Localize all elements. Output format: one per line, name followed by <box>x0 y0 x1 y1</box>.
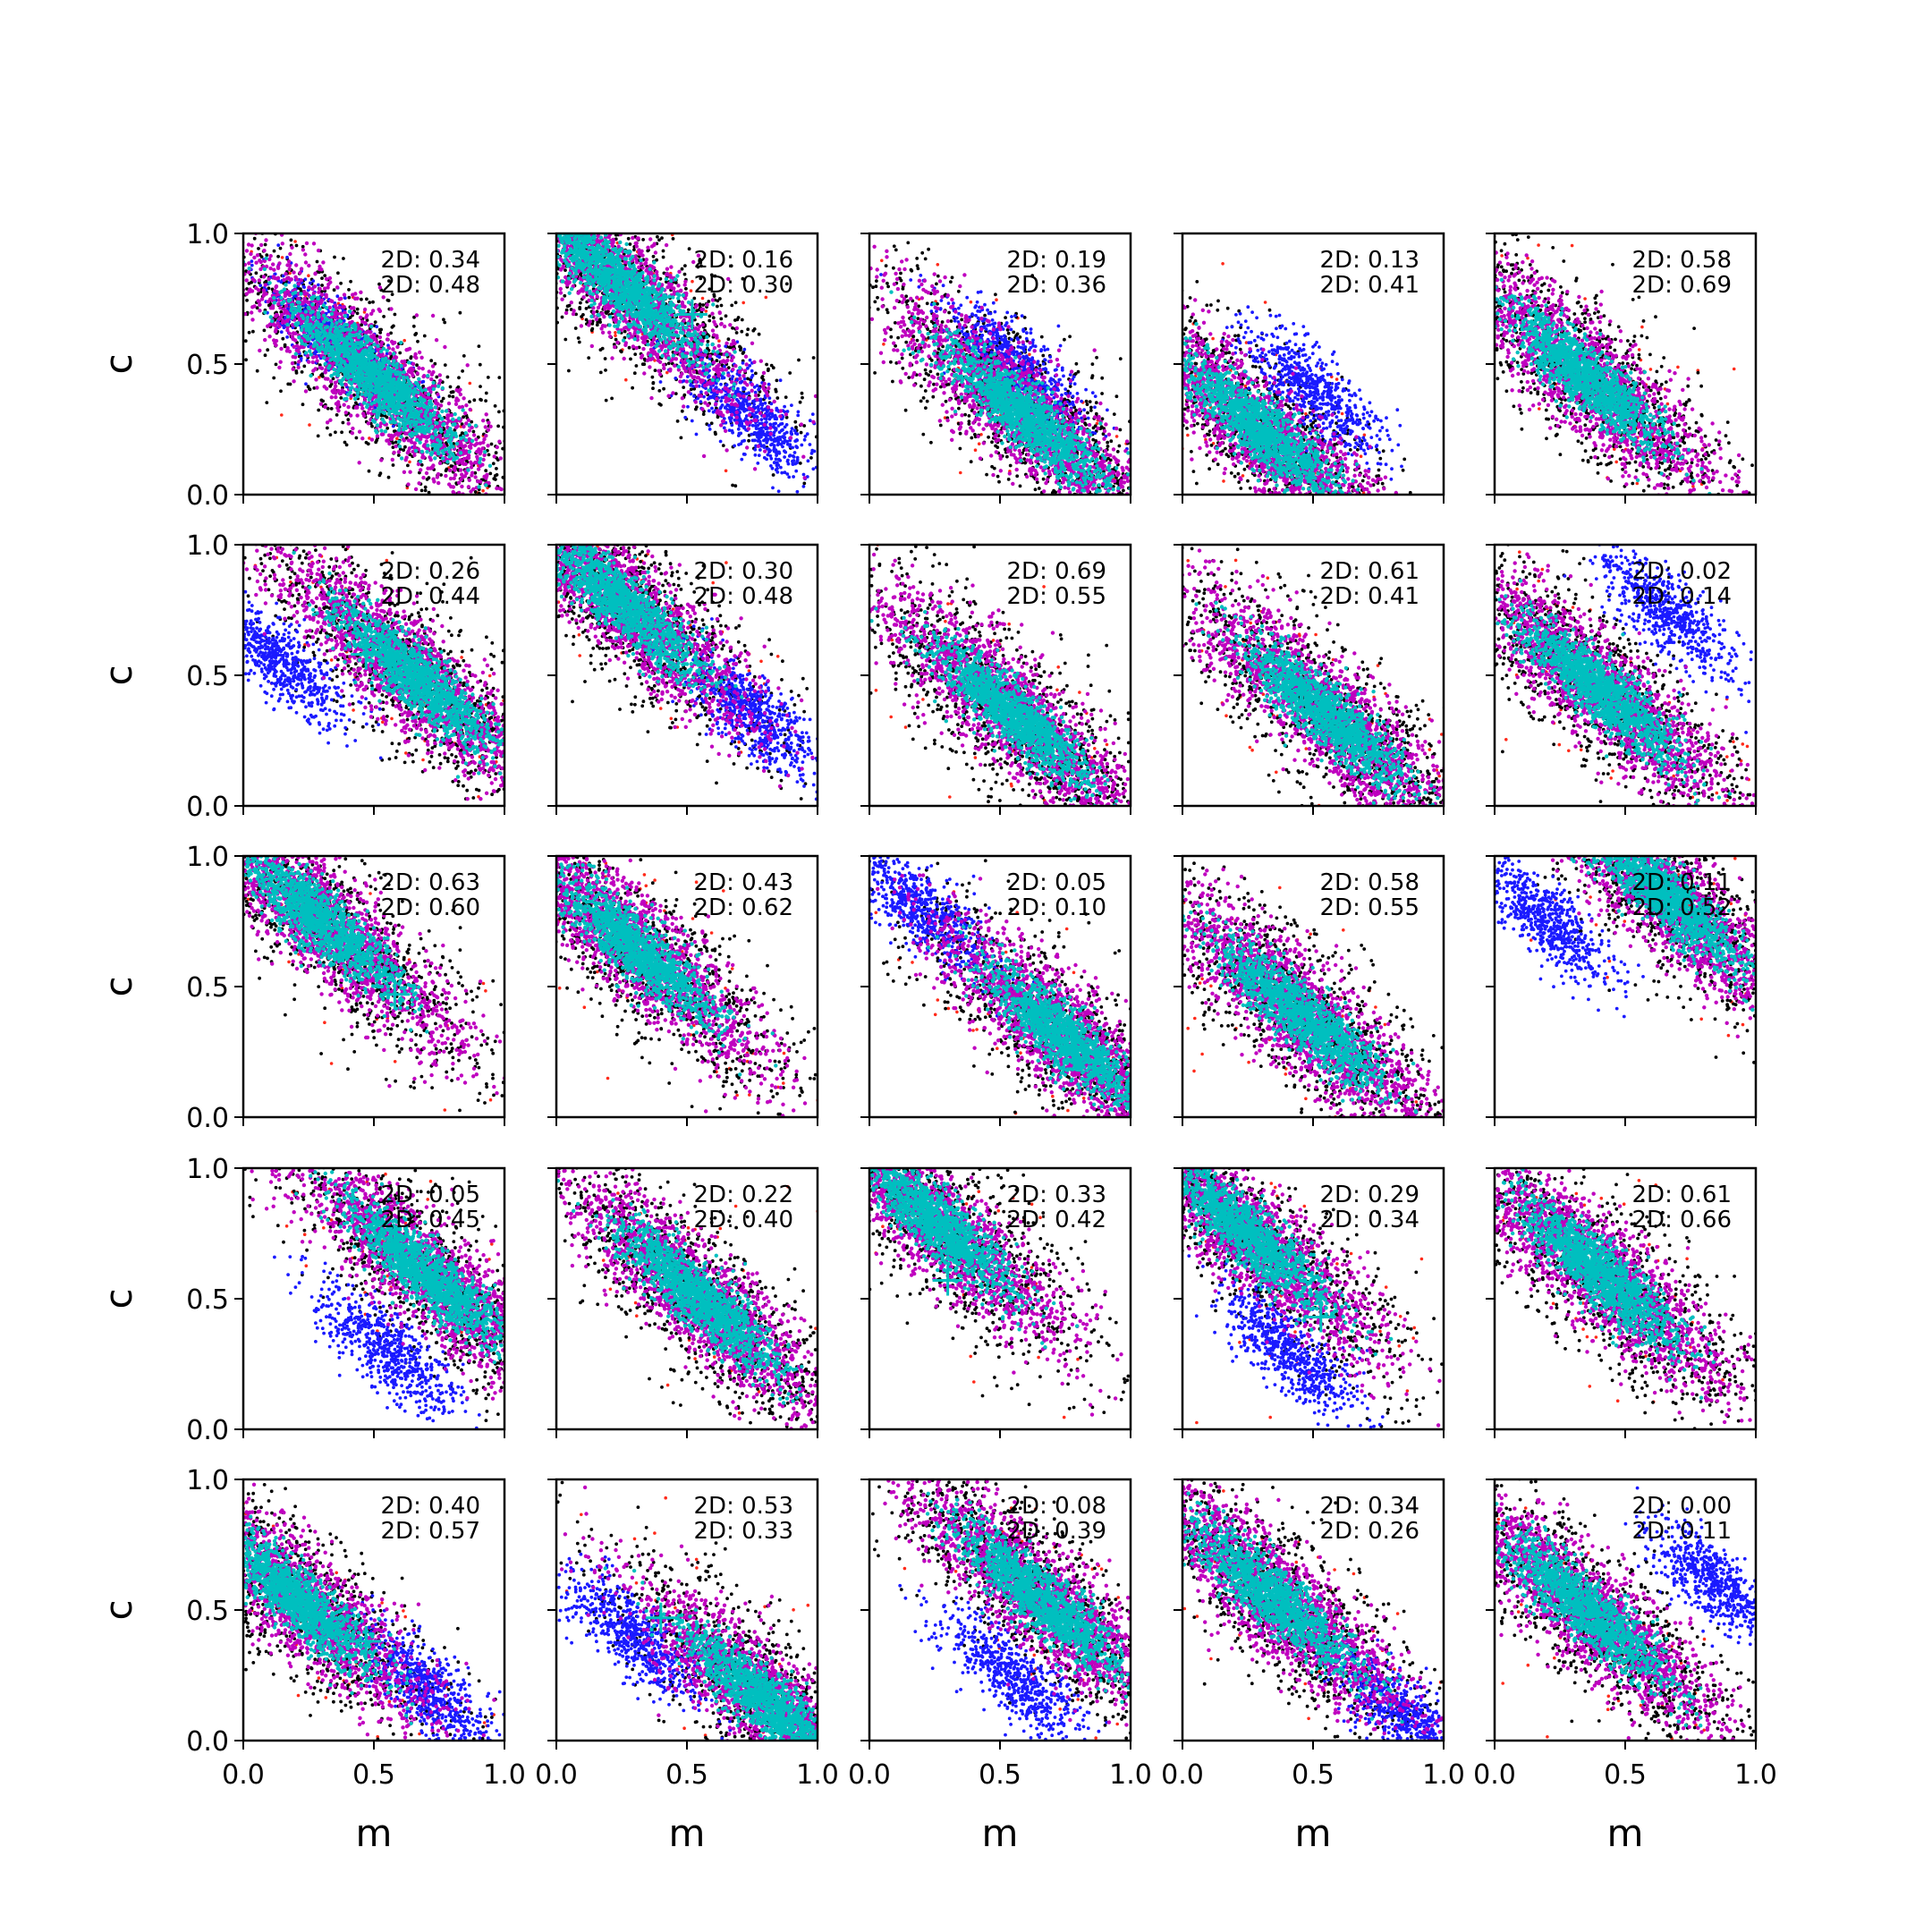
annotation-text: 2D: 0.48 <box>381 272 480 299</box>
annotation-text: 2D: 0.61 <box>1320 558 1419 585</box>
annotation-text: 2D: 0.44 <box>381 583 480 610</box>
y-tick-label: 1.0 <box>186 1465 229 1496</box>
x-tick-label: 0.0 <box>535 1759 578 1791</box>
annotation-text: 2D: 0.11 <box>1632 1518 1732 1545</box>
annotation-text: 2D: 0.14 <box>1632 583 1732 610</box>
x-axis-label: m <box>982 1811 1019 1855</box>
y-axis-label: c <box>97 665 140 685</box>
annotation-text: 2D: 0.02 <box>1632 558 1732 585</box>
annotation-text: 2D: 0.55 <box>1320 894 1419 921</box>
annotation-text: 2D: 0.60 <box>381 894 480 921</box>
annotation-text: 2D: 0.26 <box>1320 1518 1419 1545</box>
x-tick-label: 0.5 <box>1604 1759 1647 1791</box>
x-tick-label: 1.0 <box>483 1759 526 1791</box>
x-tick-label: 1.0 <box>796 1759 839 1791</box>
x-axis-label: m <box>1607 1811 1644 1855</box>
y-tick-label: 0.5 <box>186 1596 229 1627</box>
x-tick-label: 0.5 <box>665 1759 708 1791</box>
y-tick-label: 0.0 <box>186 480 229 512</box>
annotation-text: 2D: 0.36 <box>1007 272 1106 299</box>
annotation-text: 2D: 0.61 <box>1632 1182 1732 1208</box>
y-tick-label: 0.0 <box>186 792 229 823</box>
y-tick-label: 0.0 <box>186 1726 229 1758</box>
annotation-text: 2D: 0.30 <box>694 558 793 585</box>
annotation-text: 2D: 0.63 <box>381 869 480 896</box>
annotation-text: 2D: 0.34 <box>1320 1493 1419 1520</box>
annotation-text: 2D: 0.11 <box>1632 869 1732 896</box>
annotation-text: 2D: 0.66 <box>1632 1207 1732 1233</box>
annotation-text: 2D: 0.34 <box>1320 1207 1419 1233</box>
annotation-text: 2D: 0.00 <box>1632 1493 1732 1520</box>
annotation-text: 2D: 0.53 <box>694 1493 793 1520</box>
x-tick-label: 0.0 <box>222 1759 265 1791</box>
x-axis-label: m <box>1295 1811 1332 1855</box>
annotation-text: 2D: 0.05 <box>1007 869 1106 896</box>
annotation-text: 2D: 0.69 <box>1632 272 1732 299</box>
y-tick-label: 0.5 <box>186 350 229 381</box>
x-tick-label: 0.0 <box>848 1759 891 1791</box>
x-tick-label: 0.5 <box>1292 1759 1335 1791</box>
x-tick-label: 0.0 <box>1161 1759 1204 1791</box>
x-tick-label: 1.0 <box>1422 1759 1465 1791</box>
x-tick-label: 0.5 <box>979 1759 1021 1791</box>
annotation-text: 2D: 0.40 <box>381 1493 480 1520</box>
annotation-text: 2D: 0.13 <box>1320 247 1419 274</box>
annotation-text: 2D: 0.29 <box>1320 1182 1419 1208</box>
annotation-text: 2D: 0.58 <box>1632 247 1732 274</box>
y-tick-label: 1.0 <box>186 530 229 562</box>
annotation-text: 2D: 0.40 <box>694 1207 793 1233</box>
x-axis-label: m <box>356 1811 393 1855</box>
x-tick-label: 0.0 <box>1473 1759 1516 1791</box>
annotation-text: 2D: 0.58 <box>1320 869 1419 896</box>
y-axis-label: c <box>97 1288 140 1309</box>
annotation-text: 2D: 0.26 <box>381 558 480 585</box>
annotation-text: 2D: 0.41 <box>1320 583 1419 610</box>
y-axis-label: c <box>97 976 140 996</box>
annotation-text: 2D: 0.45 <box>381 1207 480 1233</box>
annotation-text: 2D: 0.10 <box>1007 894 1106 921</box>
annotation-text: 2D: 0.19 <box>1007 247 1106 274</box>
annotation-text: 2D: 0.48 <box>694 583 793 610</box>
annotation-text: 2D: 0.16 <box>694 247 793 274</box>
y-tick-label: 1.0 <box>186 1154 229 1185</box>
annotation-text: 2D: 0.22 <box>694 1182 793 1208</box>
annotation-text: 2D: 0.39 <box>1007 1518 1106 1545</box>
y-axis-label: c <box>97 1599 140 1620</box>
y-tick-label: 0.5 <box>186 1284 229 1316</box>
annotation-text: 2D: 0.41 <box>1320 272 1419 299</box>
x-axis-label: m <box>669 1811 706 1855</box>
y-tick-label: 0.5 <box>186 972 229 1004</box>
y-tick-label: 0.0 <box>186 1415 229 1446</box>
y-tick-label: 0.5 <box>186 661 229 692</box>
annotation-text: 2D: 0.42 <box>1007 1207 1106 1233</box>
annotation-text: 2D: 0.52 <box>1632 894 1732 921</box>
annotation-text: 2D: 0.62 <box>694 894 793 921</box>
annotation-text: 2D: 0.69 <box>1007 558 1106 585</box>
annotation-text: 2D: 0.05 <box>381 1182 480 1208</box>
x-tick-label: 1.0 <box>1109 1759 1152 1791</box>
annotation-text: 2D: 0.57 <box>381 1518 480 1545</box>
y-tick-label: 0.0 <box>186 1103 229 1134</box>
x-tick-label: 0.5 <box>352 1759 395 1791</box>
annotation-text: 2D: 0.55 <box>1007 583 1106 610</box>
x-tick-label: 1.0 <box>1734 1759 1777 1791</box>
annotation-text: 2D: 0.30 <box>694 272 793 299</box>
y-axis-label: c <box>97 353 140 374</box>
annotation-text: 2D: 0.08 <box>1007 1493 1106 1520</box>
annotation-text: 2D: 0.33 <box>694 1518 793 1545</box>
y-tick-label: 1.0 <box>186 842 229 873</box>
annotation-text: 2D: 0.43 <box>694 869 793 896</box>
annotation-text: 2D: 0.34 <box>381 247 480 274</box>
annotation-text: 2D: 0.33 <box>1007 1182 1106 1208</box>
y-tick-label: 1.0 <box>186 219 229 250</box>
